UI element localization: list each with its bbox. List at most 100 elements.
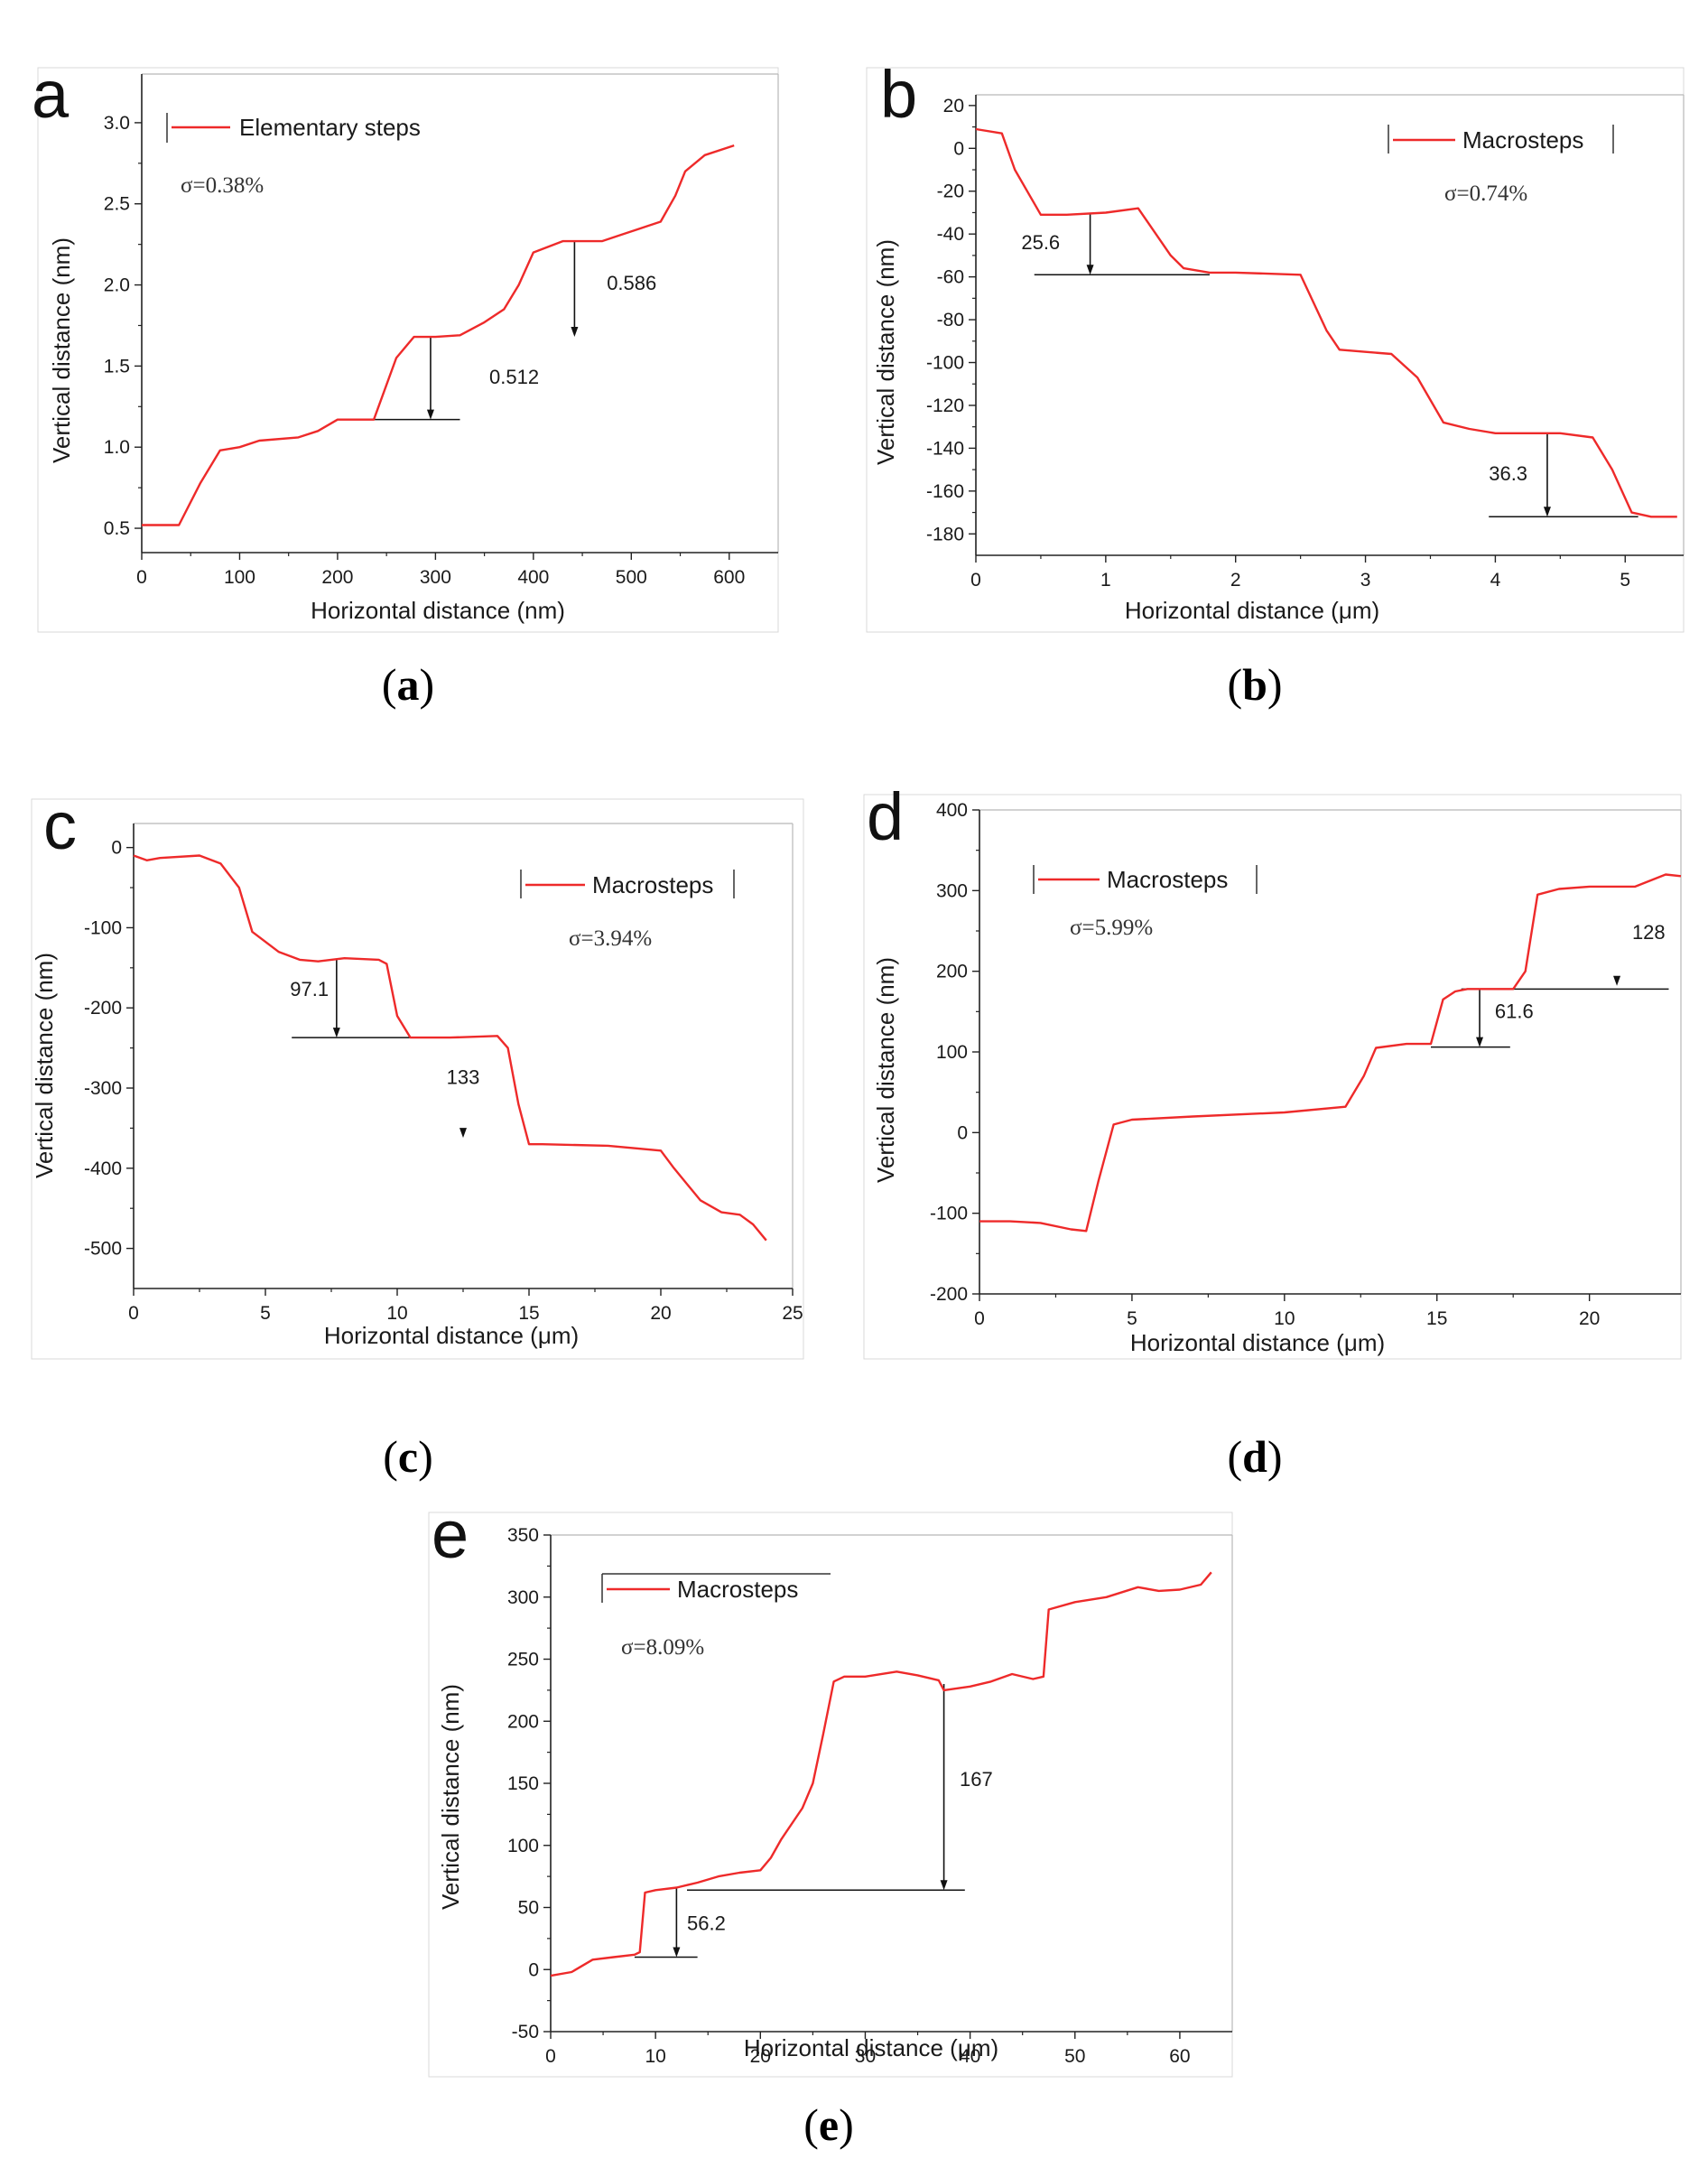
panel-d-background bbox=[863, 794, 1682, 1360]
x-tick-label: 20 bbox=[1579, 1308, 1600, 1329]
step-height-arrowhead bbox=[1086, 265, 1094, 275]
y-tick-label: -100 bbox=[930, 1204, 968, 1224]
panel-b-legend: Macrosteps bbox=[1388, 125, 1614, 154]
y-tick-label: 1.0 bbox=[104, 437, 130, 458]
y-tick-label: -180 bbox=[926, 524, 964, 544]
panel-d: 0 5 10 15 20 400 300 200 100 0 -100 -200 61.6 128 Ma… bbox=[863, 779, 1682, 1482]
x-tick-label: 0 bbox=[974, 1308, 985, 1329]
x-tick-label: 5 bbox=[260, 1303, 271, 1324]
step-height-label: 0.512 bbox=[489, 366, 539, 388]
caption-letter: c bbox=[398, 1431, 418, 1482]
panel-a-axes: 0 100 200 300 400 500 600 0.5 1.0 1.5 2.0 2.5 3.0 bbox=[104, 73, 779, 588]
x-tick-label: 10 bbox=[1274, 1308, 1295, 1329]
panel-b-series-line bbox=[975, 127, 1677, 518]
caption-open-paren: ( bbox=[382, 659, 397, 710]
y-tick-label: -40 bbox=[937, 224, 964, 245]
step-height-arrowhead bbox=[426, 409, 434, 420]
x-tick-label: 0 bbox=[970, 570, 981, 591]
panel-e: 0 10 20 30 40 50 60 350 300 250 200 150 100 50 0 -50 56… bbox=[428, 1497, 1233, 2150]
x-tick-label: 50 bbox=[1064, 2046, 1085, 2067]
x-tick-label: 400 bbox=[517, 567, 549, 588]
y-tick-label: 400 bbox=[936, 800, 968, 821]
y-tick-label: 250 bbox=[507, 1650, 539, 1670]
x-tick-label: 15 bbox=[518, 1303, 539, 1324]
x-tick-label: 10 bbox=[386, 1303, 407, 1324]
panel-a-x-axis-title: Horizontal distance (nm) bbox=[311, 597, 565, 624]
panel-a-series-line bbox=[142, 144, 735, 526]
panel-a-legend-label: Elementary steps bbox=[239, 114, 421, 141]
panel-b-caption: (b) bbox=[1227, 659, 1282, 710]
panel-c-background bbox=[31, 798, 804, 1360]
step-height-arrowhead bbox=[1543, 507, 1551, 517]
x-tick-label: 0 bbox=[128, 1303, 139, 1324]
panel-b-background bbox=[866, 67, 1685, 633]
panel-e-letter: e bbox=[432, 1497, 469, 1572]
panel-b: 0 1 2 3 4 5 20 0 -20 -40 -60 -80 -100 -120 -140 -160 -18… bbox=[866, 57, 1685, 710]
panel-a-caption: (a) bbox=[382, 659, 434, 710]
panel-a-background bbox=[37, 67, 779, 633]
y-tick-label: -200 bbox=[84, 998, 122, 1019]
y-tick-label: 200 bbox=[507, 1711, 539, 1732]
x-tick-label: 30 bbox=[855, 2046, 876, 2067]
x-tick-label: 0 bbox=[545, 2046, 556, 2067]
panel-c-caption: (c) bbox=[383, 1431, 433, 1482]
panel-d-letter: d bbox=[867, 779, 904, 854]
y-tick-label: 0 bbox=[957, 1122, 968, 1143]
panel-c-axes: 0 5 10 15 20 25 0 -100 -200 -300 -400 -500 bbox=[84, 823, 803, 1324]
caption-close-paren: ) bbox=[1267, 1431, 1283, 1482]
panel-a: 0 100 200 300 400 500 600 0.5 1.0 1.5 2.0 2.5 3.0 0.… bbox=[32, 57, 779, 710]
panel-c-x-axis-title: Horizontal distance (μm) bbox=[324, 1322, 579, 1349]
y-tick-label: 0 bbox=[953, 138, 964, 159]
y-tick-label: 0 bbox=[528, 1959, 539, 1980]
step-height-label: 56.2 bbox=[687, 1912, 726, 1934]
step-height-label: 36.3 bbox=[1489, 462, 1527, 485]
panel-d-legend: Macrosteps bbox=[1033, 865, 1258, 894]
y-tick-label: -20 bbox=[937, 181, 964, 202]
x-tick-label: 300 bbox=[420, 567, 451, 588]
panel-e-legend-label: Macrosteps bbox=[677, 1576, 798, 1603]
caption-open-paren: ( bbox=[1227, 1431, 1242, 1482]
panel-a-annotations: 0.512 0.586 bbox=[374, 241, 656, 421]
panel-c-legend: Macrosteps bbox=[520, 870, 735, 898]
panel-d-series-line bbox=[979, 873, 1682, 1233]
y-tick-label: -120 bbox=[926, 395, 964, 416]
y-tick-label: 200 bbox=[936, 962, 968, 982]
panel-c-y-axis-title: Vertical distance (nm) bbox=[31, 953, 58, 1178]
step-height-arrowhead bbox=[571, 327, 579, 338]
panel-d-axes: 0 5 10 15 20 400 300 200 100 0 -100 -200 bbox=[930, 800, 1682, 1329]
y-tick-label: 2.5 bbox=[104, 194, 130, 215]
panel-b-sigma: σ=0.74% bbox=[1444, 181, 1527, 206]
x-tick-label: 0 bbox=[136, 567, 147, 588]
y-tick-label: -50 bbox=[512, 2022, 539, 2042]
panel-b-axes: 0 1 2 3 4 5 20 0 -20 -40 -60 -80 -100 -120 -140 -160 -18… bbox=[926, 94, 1685, 591]
panel-c: 0 5 10 15 20 250-100-200-300-400-500 97.1133 … bbox=[31, 788, 804, 1482]
panel-c-annotations: 97.1 133 bbox=[290, 959, 479, 1139]
panel-e-background bbox=[428, 1512, 1233, 2078]
panel-e-y-axis-title: Vertical distance (nm) bbox=[437, 1684, 464, 1910]
x-tick-label: 3 bbox=[1360, 570, 1371, 591]
x-tick-label: 25 bbox=[782, 1303, 803, 1324]
x-tick-label: 100 bbox=[224, 567, 255, 588]
panel-a-letter: a bbox=[32, 57, 70, 132]
y-tick-label: -100 bbox=[84, 917, 122, 938]
caption-close-paren: ) bbox=[420, 659, 435, 710]
panel-c-series-line bbox=[133, 854, 767, 1242]
y-tick-label: -400 bbox=[84, 1158, 122, 1179]
panel-a-sigma: σ=0.38% bbox=[181, 173, 264, 198]
panel-c-legend-label: Macrosteps bbox=[592, 871, 713, 898]
caption-letter: b bbox=[1242, 659, 1267, 710]
x-tick-label: 60 bbox=[1169, 2046, 1190, 2067]
panel-c-letter: c bbox=[43, 788, 77, 863]
panel-b-legend-label: Macrosteps bbox=[1462, 126, 1583, 154]
panel-e-series-line bbox=[550, 1571, 1212, 1977]
caption-letter: e bbox=[819, 2099, 839, 2150]
panel-b-y-axis-title: Vertical distance (nm) bbox=[872, 239, 899, 465]
caption-close-paren: ) bbox=[418, 1431, 433, 1482]
y-tick-label: -200 bbox=[930, 1284, 968, 1305]
x-tick-label: 500 bbox=[616, 567, 647, 588]
y-tick-label: 300 bbox=[507, 1587, 539, 1608]
step-height-arrowhead bbox=[940, 1880, 948, 1891]
x-tick-label: 15 bbox=[1426, 1308, 1447, 1329]
caption-letter: d bbox=[1242, 1431, 1267, 1482]
panel-a-y-axis-title: Vertical distance (nm) bbox=[48, 237, 75, 463]
